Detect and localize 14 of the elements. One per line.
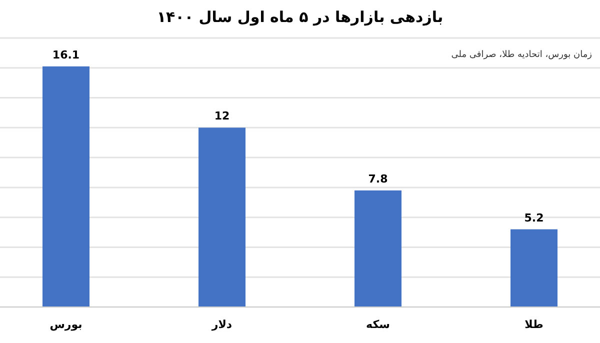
annotation: زمان بورس، اتحادیه طلا، صرافی ملی	[451, 50, 592, 60]
bar	[354, 190, 402, 307]
data-label: 12	[214, 110, 230, 123]
x-tick-label: طلا	[524, 318, 544, 331]
x-tick-label: بورس	[50, 318, 82, 331]
bar	[42, 66, 90, 307]
data-label: 7.8	[368, 172, 388, 186]
data-label: 5.2	[524, 211, 544, 224]
bar	[198, 128, 246, 307]
x-tick-label: دلار	[210, 318, 232, 331]
x-tick-label: سکه	[366, 318, 390, 331]
data-label: 16.1	[52, 48, 80, 62]
chart-title: بازدهی بازارها در ۵ ماه اول سال ۱۴۰۰	[156, 8, 444, 26]
bar	[510, 229, 558, 307]
